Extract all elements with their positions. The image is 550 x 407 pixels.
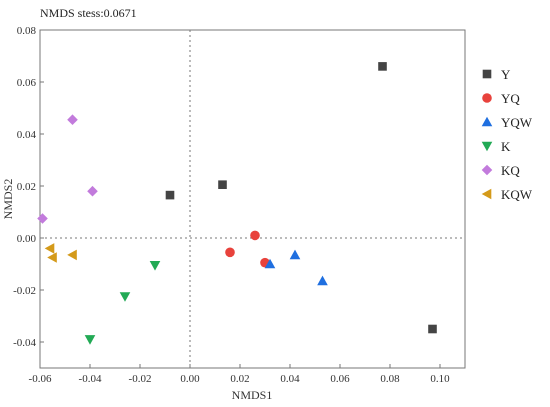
data-point <box>218 180 227 189</box>
y-axis-ticks: 0.08 0.06 0.04 0.02 0.00 -0.02 -0.04 <box>13 25 44 349</box>
legend-label: Y <box>501 67 511 82</box>
data-point <box>119 292 131 302</box>
y-tick-label: -0.04 <box>13 337 36 349</box>
y-tick-label: 0.04 <box>17 129 37 141</box>
y-tick-label: 0.02 <box>17 181 36 193</box>
data-points <box>37 62 437 345</box>
x-axis-title: NMDS1 <box>232 388 273 402</box>
legend-item-y: Y <box>482 67 511 82</box>
legend-marker <box>482 93 492 103</box>
x-tick-label: 0.08 <box>380 373 400 385</box>
legend-label: KQ <box>501 163 520 178</box>
x-tick-label: 0.02 <box>230 373 249 385</box>
data-point <box>87 185 98 197</box>
x-tick-label: -0.04 <box>79 373 102 385</box>
x-tick-label: 0.00 <box>180 373 200 385</box>
data-point <box>250 230 260 241</box>
data-point <box>165 190 175 200</box>
legend-marker <box>481 116 493 127</box>
reference-lines <box>40 30 465 368</box>
legend-label: YQ <box>501 91 520 106</box>
data-point <box>317 275 328 286</box>
legend-item-yqw: YQW <box>481 115 533 130</box>
data-point <box>428 324 437 334</box>
data-point <box>37 213 48 224</box>
legend-item-kqw: KQW <box>481 187 533 202</box>
plot-frame <box>39 29 466 369</box>
series-kqw <box>44 243 77 263</box>
x-tick-label: 0.06 <box>330 373 350 385</box>
series-yqw <box>264 249 328 286</box>
data-point <box>264 258 276 269</box>
chart-title: NMDS stess:0.0671 <box>40 6 137 20</box>
y-tick-label: 0.06 <box>17 77 37 89</box>
y-tick-label: 0.00 <box>17 233 37 245</box>
x-axis-ticks: -0.06 -0.04 -0.02 0.00 0.02 0.04 0.06 0.08 0.10 <box>29 364 450 385</box>
data-point <box>67 114 78 125</box>
data-point <box>149 261 161 271</box>
y-tick-label: 0.08 <box>17 25 37 37</box>
series-kq <box>37 114 98 224</box>
x-tick-label: 0.10 <box>430 373 450 385</box>
legend-label: YQW <box>501 115 533 130</box>
legend-label: K <box>501 139 511 154</box>
series-yq <box>225 230 270 268</box>
legend: Y YQ YQW K KQ KQW <box>481 67 533 202</box>
y-axis-title: NMDS2 <box>1 179 15 220</box>
x-tick-label: -0.02 <box>129 373 152 385</box>
legend-item-yq: YQ <box>482 91 520 106</box>
legend-marker <box>481 164 493 176</box>
data-point <box>47 252 57 263</box>
data-point <box>378 62 387 71</box>
legend-marker <box>481 141 493 152</box>
legend-marker <box>481 188 492 200</box>
legend-item-kq: KQ <box>481 163 520 178</box>
series-k <box>84 261 161 345</box>
legend-marker <box>482 69 492 79</box>
data-point <box>67 249 77 261</box>
series-y <box>165 62 437 334</box>
x-tick-label: 0.04 <box>280 373 300 385</box>
legend-label: KQW <box>501 187 533 202</box>
y-tick-label: -0.02 <box>13 285 36 297</box>
data-point <box>44 243 55 254</box>
legend-item-k: K <box>481 139 511 154</box>
data-point <box>289 249 301 260</box>
data-point <box>84 335 96 345</box>
x-tick-label: -0.06 <box>29 373 52 385</box>
data-point <box>225 247 235 258</box>
